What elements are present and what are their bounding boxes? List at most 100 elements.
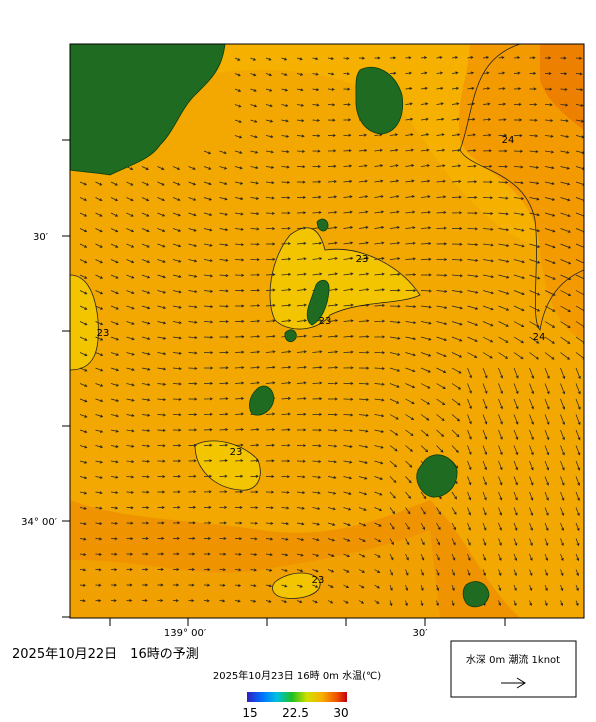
current-arrow (188, 443, 197, 447)
current-arrow (358, 600, 365, 604)
current-arrow (172, 428, 182, 432)
current-arrow (312, 257, 323, 261)
current-arrow (141, 475, 150, 479)
current-arrow (358, 398, 370, 402)
current-arrow (250, 599, 257, 603)
current-arrow (560, 87, 568, 91)
current-arrow (157, 428, 166, 432)
current-arrow (95, 259, 103, 264)
current-arrow (327, 210, 338, 214)
current-arrow (467, 148, 477, 152)
current-arrow (296, 134, 305, 138)
current-arrow (79, 537, 87, 541)
current-arrow (498, 102, 507, 106)
current-arrow (265, 334, 276, 338)
current-arrow (467, 243, 479, 247)
current-arrow (358, 148, 368, 152)
current-arrow (250, 227, 260, 231)
current-arrow (498, 133, 508, 137)
current-arrow (219, 474, 228, 478)
current-arrow (327, 256, 338, 260)
current-arrow (157, 228, 166, 232)
current-arrow (327, 303, 339, 307)
current-arrow (203, 320, 214, 324)
current-arrow (79, 414, 88, 418)
current-arrow (327, 491, 337, 495)
current-arrow (110, 568, 118, 572)
current-arrow (219, 212, 228, 216)
current-arrow (296, 257, 307, 261)
current-arrow (560, 305, 571, 312)
current-arrow (157, 459, 166, 463)
current-arrow (405, 414, 415, 420)
current-arrow (234, 443, 244, 447)
current-arrow (188, 459, 197, 463)
current-arrow (296, 211, 307, 215)
current-arrow (296, 491, 306, 495)
current-arrow (467, 117, 476, 121)
current-arrow (126, 599, 133, 603)
current-arrow (498, 118, 507, 122)
current-arrow (420, 210, 431, 214)
current-arrow (95, 599, 102, 603)
current-arrow (343, 476, 353, 480)
current-arrow (513, 149, 524, 153)
island (416, 454, 458, 498)
current-arrow (327, 149, 337, 153)
current-arrow (188, 290, 198, 294)
current-arrow (544, 243, 556, 249)
current-arrow (79, 476, 88, 480)
current-arrow (234, 505, 243, 509)
current-arrow (451, 507, 457, 515)
contour-label: 23 (312, 575, 325, 586)
current-arrow (513, 507, 518, 516)
current-arrow (203, 305, 214, 309)
current-arrow (405, 210, 416, 214)
current-arrow (513, 476, 518, 486)
current-arrow (498, 414, 503, 425)
current-arrow (389, 179, 400, 183)
current-arrow (141, 490, 150, 494)
current-arrow (188, 320, 198, 324)
current-arrow (126, 552, 134, 556)
current-arrow (296, 428, 307, 432)
current-arrow (436, 195, 447, 199)
current-arrow (467, 367, 472, 379)
current-arrow (188, 583, 195, 587)
current-arrow (467, 414, 472, 425)
current-arrow (560, 290, 572, 296)
current-arrow (296, 303, 307, 307)
current-arrow (544, 336, 555, 344)
current-arrow (451, 148, 461, 152)
current-arrow (451, 242, 463, 246)
current-arrow (203, 521, 212, 525)
current-arrow (265, 88, 273, 92)
current-arrow (343, 149, 352, 153)
current-arrow (312, 72, 319, 76)
contour-label: 24 (533, 332, 546, 343)
current-arrow (95, 568, 102, 572)
island (249, 385, 275, 416)
current-arrow (95, 228, 103, 233)
current-arrow (343, 366, 354, 370)
lat-label: 34° 00′ (21, 517, 58, 528)
current-arrow (560, 367, 566, 380)
current-arrow (250, 474, 259, 478)
current-arrow (110, 228, 119, 233)
current-arrow (312, 118, 321, 122)
current-arrow (389, 538, 394, 546)
current-arrow (219, 320, 229, 324)
current-arrow (560, 259, 572, 265)
current-arrow (482, 336, 494, 343)
current-arrow (250, 258, 260, 262)
current-arrow (405, 553, 409, 561)
current-arrow (234, 428, 244, 432)
current-arrow (250, 73, 257, 77)
current-arrow (358, 319, 370, 323)
current-arrow (374, 414, 385, 418)
current-arrow (575, 290, 584, 297)
current-arrow (250, 196, 260, 200)
current-arrow (327, 164, 337, 168)
current-arrow (172, 536, 180, 540)
current-arrow (513, 429, 519, 440)
